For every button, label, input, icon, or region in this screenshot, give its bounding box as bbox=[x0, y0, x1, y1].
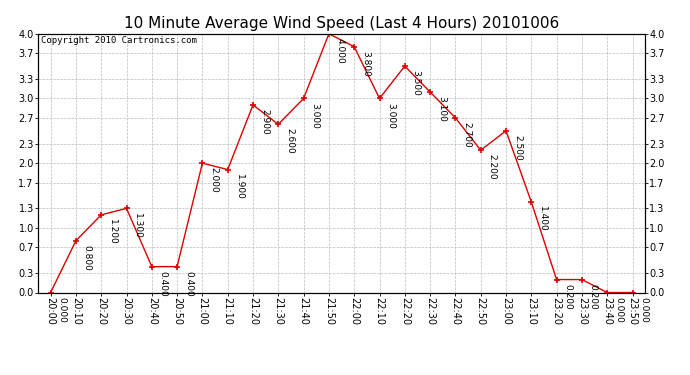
Text: 0.200: 0.200 bbox=[564, 284, 573, 309]
Text: 0.200: 0.200 bbox=[589, 284, 598, 309]
Text: 2.600: 2.600 bbox=[285, 129, 294, 154]
Text: 3.000: 3.000 bbox=[386, 103, 395, 129]
Text: 2.900: 2.900 bbox=[260, 109, 269, 135]
Text: 1.300: 1.300 bbox=[133, 213, 142, 238]
Text: 1.900: 1.900 bbox=[235, 174, 244, 200]
Text: 0.000: 0.000 bbox=[614, 297, 623, 322]
Text: 0.000: 0.000 bbox=[640, 297, 649, 322]
Text: 1.200: 1.200 bbox=[108, 219, 117, 245]
Text: 1.400: 1.400 bbox=[538, 206, 547, 232]
Text: 3.800: 3.800 bbox=[361, 51, 370, 77]
Text: Copyright 2010 Cartronics.com: Copyright 2010 Cartronics.com bbox=[41, 36, 197, 45]
Text: 0.000: 0.000 bbox=[57, 297, 66, 322]
Text: 2.200: 2.200 bbox=[488, 154, 497, 180]
Title: 10 Minute Average Wind Speed (Last 4 Hours) 20101006: 10 Minute Average Wind Speed (Last 4 Hou… bbox=[124, 16, 559, 31]
Text: 0.400: 0.400 bbox=[184, 271, 193, 297]
Text: 2.000: 2.000 bbox=[209, 167, 218, 193]
Text: 3.500: 3.500 bbox=[412, 70, 421, 96]
Text: 4.000: 4.000 bbox=[336, 38, 345, 64]
Text: 2.500: 2.500 bbox=[513, 135, 522, 161]
Text: 3.100: 3.100 bbox=[437, 96, 446, 122]
Text: 0.800: 0.800 bbox=[83, 245, 92, 271]
Text: 0.400: 0.400 bbox=[159, 271, 168, 297]
Text: 2.700: 2.700 bbox=[462, 122, 471, 148]
Text: 3.000: 3.000 bbox=[310, 103, 319, 129]
